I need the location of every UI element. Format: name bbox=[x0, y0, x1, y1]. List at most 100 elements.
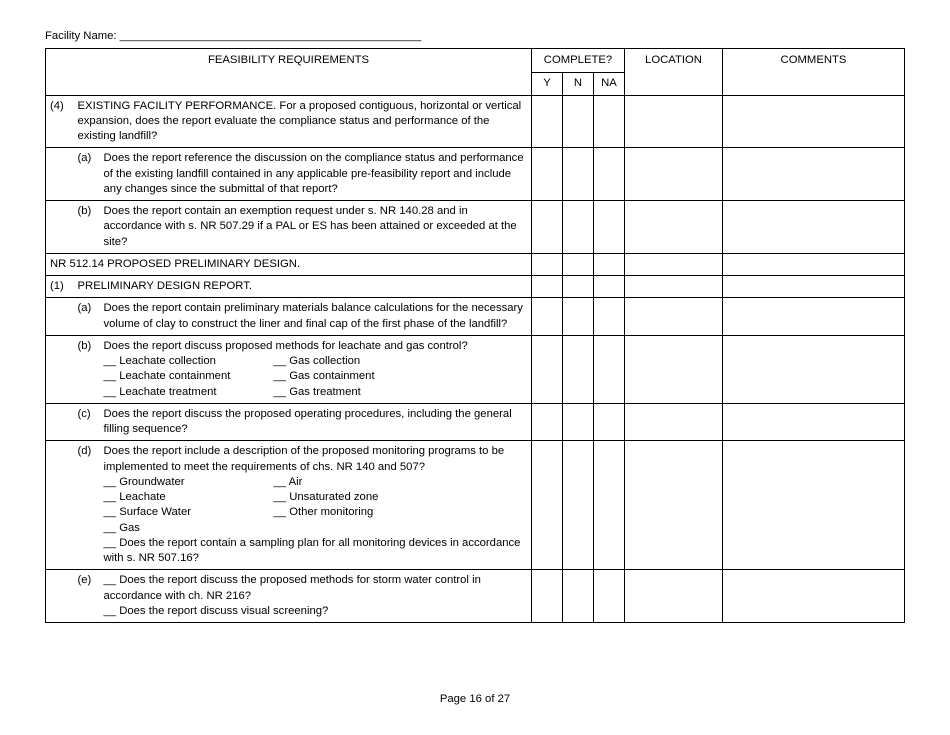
cell-location[interactable] bbox=[625, 441, 723, 570]
cell-location[interactable] bbox=[625, 148, 723, 201]
row-sub: (e) bbox=[74, 570, 100, 623]
check-item: __ Leachate collection bbox=[104, 354, 274, 369]
check-item: __ Surface Water bbox=[104, 505, 274, 520]
row-sub: (b) bbox=[74, 335, 100, 403]
header-location: LOCATION bbox=[625, 49, 723, 96]
check-item: __ Leachate treatment bbox=[104, 385, 274, 400]
check-item: __ Unsaturated zone bbox=[274, 490, 379, 505]
check-item: __ Other monitoring bbox=[274, 505, 374, 520]
cell-na bbox=[594, 276, 625, 298]
cell-n[interactable] bbox=[563, 148, 594, 201]
cell-comments[interactable] bbox=[723, 335, 905, 403]
header-complete: COMPLETE? bbox=[532, 49, 625, 73]
row-text: Does the report reference the discussion… bbox=[100, 148, 532, 201]
row-number bbox=[46, 570, 74, 623]
check-item: __ Gas collection bbox=[274, 354, 361, 369]
cell-y[interactable] bbox=[532, 403, 563, 441]
cell-na[interactable] bbox=[594, 148, 625, 201]
table-row: (a) Does the report contain preliminary … bbox=[46, 298, 905, 336]
cell-comments[interactable] bbox=[723, 441, 905, 570]
table-row: (c) Does the report discuss the proposed… bbox=[46, 403, 905, 441]
check-item-long: __ Does the report discuss visual screen… bbox=[104, 604, 528, 619]
cell-y[interactable] bbox=[532, 298, 563, 336]
cell-n[interactable] bbox=[563, 403, 594, 441]
cell-na[interactable] bbox=[594, 403, 625, 441]
table-row: (d) Does the report include a descriptio… bbox=[46, 441, 905, 570]
check-item: __ Leachate containment bbox=[104, 369, 274, 384]
cell-na[interactable] bbox=[594, 201, 625, 254]
cell-n[interactable] bbox=[563, 570, 594, 623]
cell-comments[interactable] bbox=[723, 148, 905, 201]
cell-location[interactable] bbox=[625, 403, 723, 441]
header-y: Y bbox=[532, 73, 563, 95]
cell-y bbox=[532, 276, 563, 298]
cell-y[interactable] bbox=[532, 201, 563, 254]
row-text: PRELIMINARY DESIGN REPORT. bbox=[74, 276, 532, 298]
cell-y[interactable] bbox=[532, 95, 563, 148]
cell-location[interactable] bbox=[625, 201, 723, 254]
row-text: Does the report contain an exemption req… bbox=[100, 201, 532, 254]
row-text: Does the report discuss proposed methods… bbox=[100, 335, 532, 403]
check-item: __ Gas bbox=[104, 521, 274, 536]
row-text: __ Does the report discuss the proposed … bbox=[100, 570, 532, 623]
cell-location[interactable] bbox=[625, 335, 723, 403]
row-number bbox=[46, 201, 74, 254]
check-item: __ Gas treatment bbox=[274, 385, 361, 400]
cell-y[interactable] bbox=[532, 148, 563, 201]
cell-comments[interactable] bbox=[723, 403, 905, 441]
row-sub: (a) bbox=[74, 298, 100, 336]
page-footer: Page 16 of 27 bbox=[45, 693, 905, 705]
section-title: NR 512.14 PROPOSED PRELIMINARY DESIGN. bbox=[46, 253, 532, 275]
row-number bbox=[46, 335, 74, 403]
cell-location bbox=[625, 253, 723, 275]
cell-n[interactable] bbox=[563, 335, 594, 403]
cell-comments[interactable] bbox=[723, 298, 905, 336]
table-row: (1) PRELIMINARY DESIGN REPORT. bbox=[46, 276, 905, 298]
row-number bbox=[46, 441, 74, 570]
check-item: __ Air bbox=[274, 475, 303, 490]
row-number bbox=[46, 298, 74, 336]
row-text: EXISTING FACILITY PERFORMANCE. For a pro… bbox=[74, 95, 532, 148]
cell-location bbox=[625, 276, 723, 298]
cell-y bbox=[532, 253, 563, 275]
row-sub: (b) bbox=[74, 201, 100, 254]
check-item: __ Groundwater bbox=[104, 475, 274, 490]
facility-name-line: Facility Name: _________________________… bbox=[45, 30, 905, 42]
row-sub: (d) bbox=[74, 441, 100, 570]
row-number bbox=[46, 403, 74, 441]
cell-location[interactable] bbox=[625, 95, 723, 148]
cell-y[interactable] bbox=[532, 335, 563, 403]
cell-n[interactable] bbox=[563, 441, 594, 570]
cell-na[interactable] bbox=[594, 95, 625, 148]
header-comments: COMMENTS bbox=[723, 49, 905, 96]
cell-location[interactable] bbox=[625, 570, 723, 623]
cell-comments[interactable] bbox=[723, 201, 905, 254]
row-question: Does the report include a description of… bbox=[104, 444, 528, 475]
cell-n[interactable] bbox=[563, 298, 594, 336]
cell-na[interactable] bbox=[594, 570, 625, 623]
table-row: (b) Does the report discuss proposed met… bbox=[46, 335, 905, 403]
feasibility-table: FEASIBILITY REQUIREMENTS COMPLETE? LOCAT… bbox=[45, 48, 905, 623]
cell-y[interactable] bbox=[532, 570, 563, 623]
row-text: Does the report include a description of… bbox=[100, 441, 532, 570]
row-sub: (a) bbox=[74, 148, 100, 201]
table-row: (4) EXISTING FACILITY PERFORMANCE. For a… bbox=[46, 95, 905, 148]
row-number: (1) bbox=[46, 276, 74, 298]
cell-na[interactable] bbox=[594, 441, 625, 570]
row-sub: (c) bbox=[74, 403, 100, 441]
cell-n bbox=[563, 253, 594, 275]
row-number: (4) bbox=[46, 95, 74, 148]
cell-location[interactable] bbox=[625, 298, 723, 336]
cell-comments[interactable] bbox=[723, 95, 905, 148]
cell-n[interactable] bbox=[563, 201, 594, 254]
cell-y[interactable] bbox=[532, 441, 563, 570]
row-text: Does the report discuss the proposed ope… bbox=[100, 403, 532, 441]
row-question: Does the report discuss proposed methods… bbox=[104, 339, 528, 354]
cell-comments[interactable] bbox=[723, 570, 905, 623]
cell-n[interactable] bbox=[563, 95, 594, 148]
cell-comments bbox=[723, 276, 905, 298]
cell-na[interactable] bbox=[594, 335, 625, 403]
cell-na[interactable] bbox=[594, 298, 625, 336]
header-n: N bbox=[563, 73, 594, 95]
cell-n bbox=[563, 276, 594, 298]
